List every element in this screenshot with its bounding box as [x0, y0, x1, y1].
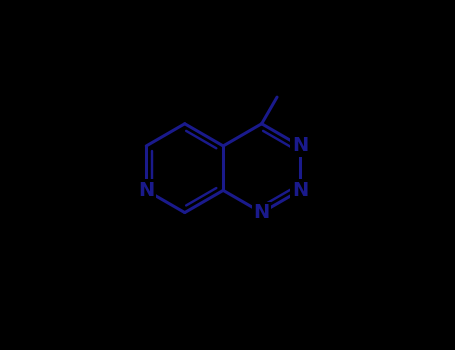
Text: N: N [253, 203, 270, 222]
Text: N: N [292, 181, 308, 200]
Text: N: N [138, 181, 154, 200]
Text: N: N [292, 136, 308, 155]
